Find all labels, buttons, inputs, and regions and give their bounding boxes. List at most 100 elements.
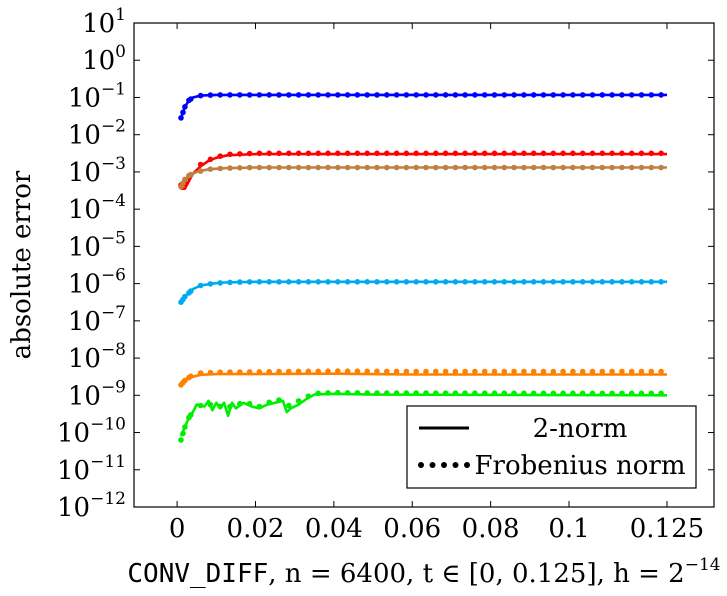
series-marker-orange-frobenius: [295, 368, 302, 375]
series-marker-orange-frobenius: [197, 370, 204, 376]
series-marker-brown-frobenius: [452, 164, 459, 171]
series-marker-blue-frobenius: [393, 92, 400, 98]
series-marker-brown-frobenius: [246, 164, 253, 171]
series-marker-brown-frobenius: [227, 165, 233, 171]
series-marker-blue-frobenius: [217, 92, 223, 98]
series-marker-orange-frobenius: [344, 368, 351, 375]
series-marker-green-frobenius: [217, 403, 223, 410]
series-marker-green-frobenius: [295, 398, 302, 404]
series-marker-brown-frobenius: [648, 164, 655, 171]
series-marker-orange-frobenius: [393, 368, 400, 375]
series-marker-green-frobenius: [335, 389, 341, 396]
series-marker-blue-frobenius: [180, 109, 186, 116]
series-marker-orange-frobenius: [217, 369, 223, 376]
series-marker-red-frobenius: [315, 150, 322, 157]
series-marker-cyan-frobenius: [217, 280, 223, 286]
y-tick-label: 10−3: [68, 154, 126, 188]
x-tick-label: 0.06: [383, 514, 441, 544]
series-marker-orange-frobenius: [207, 369, 214, 376]
series-marker-cyan-frobenius: [188, 288, 194, 294]
series-marker-orange-frobenius: [530, 368, 537, 375]
series-marker-blue-frobenius: [599, 92, 606, 98]
series-marker-green-frobenius: [403, 390, 410, 396]
series-marker-brown-frobenius: [305, 164, 312, 171]
series-marker-blue-frobenius: [266, 92, 273, 98]
series-marker-cyan-frobenius: [403, 279, 410, 285]
series-marker-cyan-frobenius: [207, 281, 214, 287]
series-marker-green-frobenius: [178, 437, 184, 443]
series-marker-orange-frobenius: [472, 368, 478, 375]
series-marker-cyan-frobenius: [344, 279, 351, 285]
series-marker-blue-frobenius: [462, 92, 468, 98]
series-marker-brown-frobenius: [521, 164, 527, 171]
series-marker-brown-frobenius: [256, 164, 263, 171]
series-marker-blue-frobenius: [374, 92, 380, 98]
series-marker-red-frobenius: [599, 150, 606, 157]
series-marker-blue-frobenius: [570, 92, 576, 98]
series-marker-red-frobenius: [638, 150, 645, 157]
series-marker-red-frobenius: [628, 150, 635, 157]
series-marker-cyan-frobenius: [325, 279, 331, 285]
y-tick-label: 10−1: [68, 79, 126, 113]
series-marker-green-frobenius: [237, 400, 243, 407]
series-marker-red-frobenius: [433, 150, 439, 157]
series-marker-blue-frobenius: [560, 92, 566, 98]
series-marker-orange-frobenius: [423, 368, 429, 375]
series-marker-green-frobenius: [570, 390, 576, 397]
x-axis-label: CONV_DIFF, n = 6400, t ∈ [0, 0.125], h =…: [127, 555, 720, 589]
series-marker-green-frobenius: [589, 390, 596, 397]
series-marker-blue-frobenius: [403, 92, 410, 98]
series-marker-orange-frobenius: [237, 369, 243, 375]
series-marker-cyan-frobenius: [384, 279, 390, 285]
series-marker-brown-frobenius: [619, 164, 625, 171]
series-marker-red-frobenius: [413, 150, 420, 157]
series-marker-cyan-frobenius: [256, 279, 263, 285]
series-marker-orange-frobenius: [188, 373, 194, 380]
series-marker-green-frobenius: [511, 390, 517, 397]
series-marker-blue-frobenius: [413, 92, 420, 98]
series-marker-blue-frobenius: [472, 92, 478, 98]
legend-dot: [464, 462, 470, 468]
series-marker-green-frobenius: [599, 390, 606, 397]
series-marker-orange-frobenius: [579, 368, 586, 375]
series-marker-green-frobenius: [344, 390, 351, 396]
series-marker-cyan-frobenius: [638, 279, 645, 285]
legend-label-2-norm: 2-norm: [533, 414, 628, 444]
series-marker-blue-frobenius: [286, 92, 292, 98]
series-marker-cyan-frobenius: [315, 279, 322, 285]
series-marker-brown-frobenius: [182, 176, 188, 183]
series-marker-blue-frobenius: [384, 92, 390, 98]
series-marker-cyan-frobenius: [227, 279, 233, 286]
series-marker-brown-frobenius: [530, 164, 537, 171]
series-marker-orange-frobenius: [628, 368, 635, 375]
y-tick-label: 10−5: [68, 228, 126, 262]
series-marker-brown-frobenius: [511, 164, 517, 171]
series-marker-red-frobenius: [266, 150, 273, 157]
series-marker-brown-frobenius: [481, 164, 488, 171]
series-marker-brown-frobenius: [501, 164, 508, 171]
series-marker-green-frobenius: [286, 402, 292, 409]
series-marker-blue-frobenius: [481, 92, 488, 98]
series-marker-red-frobenius: [491, 150, 498, 157]
series-marker-green-frobenius: [609, 390, 615, 397]
series-marker-red-frobenius: [325, 150, 331, 157]
series-marker-brown-frobenius: [364, 164, 371, 171]
series-marker-brown-frobenius: [188, 171, 194, 178]
series-marker-orange-frobenius: [462, 368, 468, 375]
series-marker-green-frobenius: [188, 412, 194, 418]
series-marker-blue-frobenius: [295, 92, 302, 98]
series-marker-brown-frobenius: [276, 164, 282, 171]
x-tick-label: 0.04: [305, 514, 363, 544]
series-marker-orange-frobenius: [589, 368, 596, 375]
series-marker-red-frobenius: [452, 150, 459, 157]
y-tick-label: 10−10: [57, 415, 126, 449]
series-marker-green-frobenius: [619, 390, 625, 397]
series-line-orange-2norm: [180, 372, 667, 386]
x-tick-label: 0: [169, 514, 186, 544]
y-tick-label: 10−9: [68, 377, 126, 411]
series-marker-red-frobenius: [335, 150, 341, 157]
series-marker-orange-frobenius: [638, 368, 645, 375]
x-axis-label-prefix: CONV_DIFF: [127, 559, 268, 589]
series-marker-cyan-frobenius: [442, 279, 449, 285]
series-marker-green-frobenius: [393, 390, 400, 396]
